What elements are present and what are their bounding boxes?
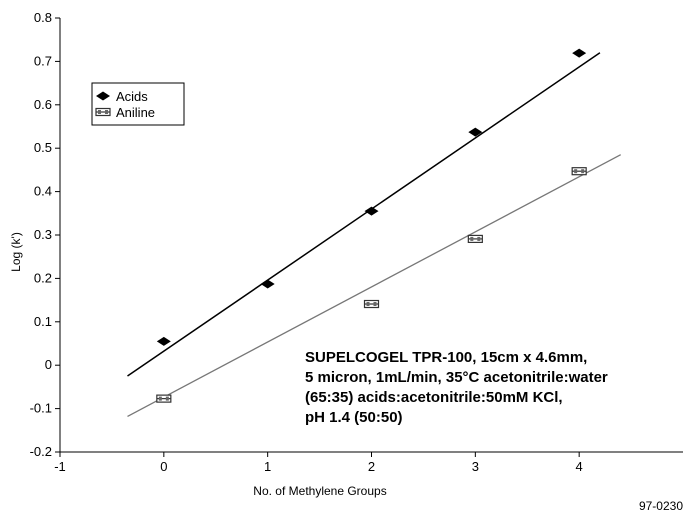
point-acids bbox=[364, 206, 379, 216]
legend-label-aniline: Aniline bbox=[116, 105, 155, 120]
point-aniline bbox=[467, 234, 483, 244]
marker-dot bbox=[105, 110, 108, 114]
figure-code: 97-0230 bbox=[639, 499, 683, 512]
x-tick-label: 3 bbox=[472, 459, 479, 474]
legend-box bbox=[91, 82, 185, 126]
marker-dot bbox=[366, 302, 370, 307]
y-tick-label: 0.2 bbox=[34, 270, 52, 285]
y-tick-label: -0.1 bbox=[30, 401, 52, 416]
fit-line-aniline bbox=[127, 154, 622, 417]
legend-marker-aniline bbox=[95, 107, 111, 117]
y-tick-label: -0.2 bbox=[30, 444, 52, 459]
point-aniline bbox=[571, 167, 587, 176]
point-aniline bbox=[156, 394, 172, 403]
data-markers bbox=[156, 48, 587, 403]
marker-dot bbox=[373, 302, 377, 307]
x-tick-label: -1 bbox=[54, 459, 66, 474]
legend-label-acids: Acids bbox=[116, 89, 148, 104]
marker-dot bbox=[98, 110, 101, 114]
x-tick-label: 4 bbox=[576, 459, 583, 474]
marker-dot bbox=[477, 236, 481, 241]
fit-line-acids bbox=[127, 52, 601, 377]
marker-dot bbox=[574, 169, 578, 174]
marker-dot bbox=[158, 396, 162, 401]
annotation-line: SUPELCOGEL TPR-100, 15cm x 4.6mm, bbox=[305, 349, 587, 366]
marker-dot bbox=[165, 396, 169, 401]
annotation: SUPELCOGEL TPR-100, 15cm x 4.6mm, 5 micro… bbox=[305, 349, 608, 426]
x-tick-label: 2 bbox=[368, 459, 375, 474]
point-acids bbox=[572, 48, 587, 58]
legend-marker-acids bbox=[96, 91, 110, 101]
y-tick-label: 0.4 bbox=[34, 184, 52, 199]
point-acids bbox=[260, 279, 275, 289]
x-tick-label: 1 bbox=[264, 459, 271, 474]
y-axis-label: Log (k') bbox=[9, 232, 23, 272]
point-aniline bbox=[363, 299, 380, 309]
marker-dot bbox=[581, 169, 585, 174]
y-tick-label: 0 bbox=[45, 357, 52, 372]
y-tick-label: 0.5 bbox=[34, 140, 52, 155]
annotation-line: 5 micron, 1mL/min, 35°C acetonitrile:wat… bbox=[305, 369, 608, 386]
y-tick-label: 0.6 bbox=[34, 97, 52, 112]
point-acids bbox=[156, 336, 171, 346]
axes: -0.2 -0.1 0 0.1 0.2 0.3 0.4 0.5 0.6 0.7 0.8 -1 0 1 2 3 4 bbox=[30, 10, 683, 474]
y-tick-label: 0.7 bbox=[34, 53, 52, 68]
y-tick-label: 0.1 bbox=[34, 314, 52, 329]
y-tick-label: 0.3 bbox=[34, 227, 52, 242]
y-tick-label: 0.8 bbox=[34, 10, 52, 25]
annotation-line: (65:35) acids:acetonitrile:50mM KCl, bbox=[305, 389, 563, 406]
x-axis-label: No. of Methylene Groups bbox=[253, 484, 386, 498]
annotation-line: pH 1.4 (50:50) bbox=[305, 409, 403, 426]
point-acids bbox=[468, 127, 483, 137]
x-tick-label: 0 bbox=[160, 459, 167, 474]
fit-lines bbox=[127, 52, 622, 417]
marker-dot bbox=[470, 236, 474, 241]
